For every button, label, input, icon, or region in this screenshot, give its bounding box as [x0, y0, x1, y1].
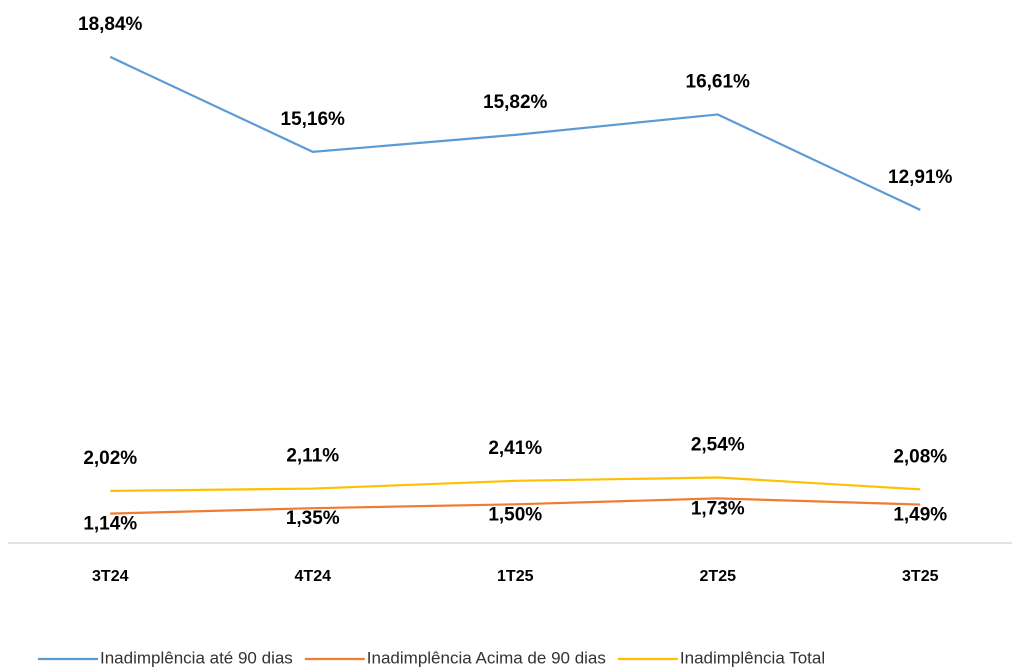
x-tick-label: 3T25 [902, 568, 939, 585]
data-label: 1,73% [691, 498, 745, 519]
data-label: 2,02% [83, 448, 137, 469]
data-label: 15,16% [281, 109, 346, 130]
series-line [109, 55, 921, 211]
data-label: 18,84% [78, 14, 143, 35]
data-label: 2,08% [893, 446, 947, 467]
x-tick-label: 1T25 [497, 568, 534, 585]
x-tick-label: 3T24 [92, 568, 129, 585]
series-line [110, 497, 921, 515]
data-label: 2,54% [691, 434, 745, 455]
data-label: 16,61% [686, 71, 751, 92]
data-label: 1,50% [488, 504, 542, 525]
data-label: 15,82% [483, 92, 548, 113]
data-label: 1,35% [286, 508, 340, 529]
data-label: 1,14% [83, 514, 137, 535]
x-tick-label: 2T25 [700, 568, 737, 585]
data-label: 12,91% [888, 167, 953, 188]
legend-label: Inadimplência Acima de 90 dias [367, 648, 606, 667]
data-label: 2,41% [488, 438, 542, 459]
data-label: 1,49% [893, 505, 947, 526]
x-tick-label: 4T24 [295, 568, 332, 585]
data-label: 2,11% [286, 446, 339, 467]
legend-label: Inadimplência até 90 dias [100, 648, 293, 667]
legend-label: Inadimplência Total [680, 648, 825, 667]
series-line [110, 476, 921, 492]
